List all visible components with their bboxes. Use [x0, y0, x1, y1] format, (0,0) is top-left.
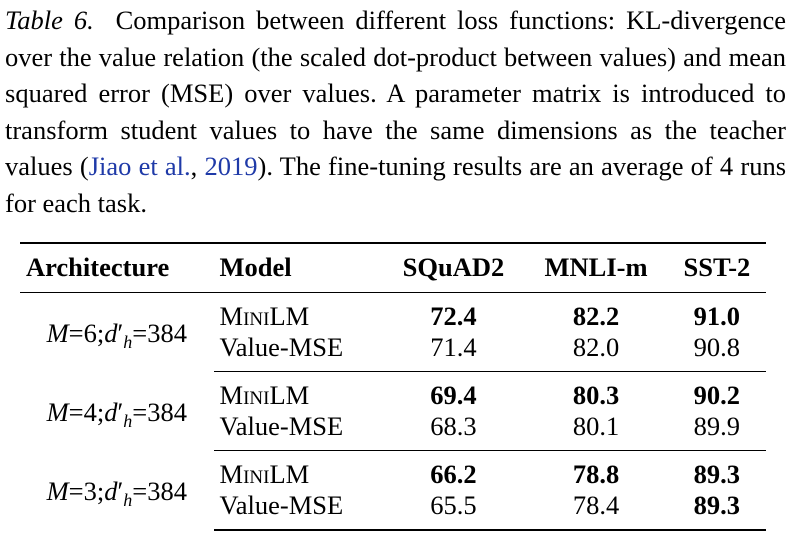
model-name: MiniLM	[219, 379, 310, 410]
architecture-cell: M=6;d′h=384	[20, 292, 214, 371]
score-sst: 89.3	[693, 458, 741, 489]
model-cell: MiniLM	[214, 450, 383, 490]
score-squad: 68.3	[382, 410, 525, 451]
score-mnli: 80.1	[524, 410, 668, 451]
score-squad: 72.4	[430, 300, 477, 331]
model-cell: Value-MSE	[213, 410, 383, 451]
model-name: MiniLM	[219, 458, 310, 489]
score-squad: 71.4	[382, 331, 525, 372]
arch-m-symbol: M	[46, 397, 69, 427]
score-sst: 90.8	[667, 331, 766, 372]
header-sst-2: SST-2	[667, 242, 766, 293]
arch-d-value: =384	[132, 318, 187, 349]
score-mnli: 78.8	[572, 458, 620, 489]
arch-d-symbol: d	[104, 476, 118, 507]
model-cell: MiniLM	[214, 292, 383, 332]
arch-m-symbol: M	[46, 318, 69, 349]
architecture-cell: M=3;d′h=384	[20, 450, 214, 530]
arch-d-symbol: d	[104, 318, 118, 349]
score-sst: 91.0	[693, 300, 741, 331]
score-squad: 66.2	[430, 458, 477, 489]
score-mnli: 82.0	[524, 331, 668, 372]
citation-separator: ,	[190, 151, 205, 182]
arch-d-subscript: h	[123, 490, 133, 511]
model-cell: MiniLM	[214, 371, 383, 411]
citation-author-link[interactable]: Jiao et al.	[88, 151, 191, 182]
arch-m-symbol: M	[46, 476, 69, 507]
arch-d-prime: ′	[117, 397, 124, 427]
score-sst: 90.2	[693, 379, 741, 410]
table-row: M=4;d′h=384 MiniLM 69.4 80.3 90.2	[20, 371, 766, 432]
model-cell: Value-MSE	[213, 489, 383, 531]
table-row: M=3;d′h=384 MiniLM 66.2 78.8 89.3	[20, 450, 766, 511]
header-model: Model	[213, 242, 383, 293]
score-mnli: 82.2	[572, 300, 620, 331]
caption-label: Table 6.	[5, 5, 94, 35]
caption-text-after-citation: ). The fine-tuning results are an averag…	[5, 151, 787, 218]
arch-d-prime: ′	[117, 318, 124, 349]
score-squad: 65.5	[382, 489, 525, 531]
model-name: MiniLM	[219, 300, 310, 331]
header-mnli-m: MNLI-m	[524, 242, 668, 293]
table-caption: Table 6. Comparison between different lo…	[5, 2, 786, 222]
table-header-row: Architecture Model SQuAD2 MNLI-m SST-2	[20, 242, 766, 293]
header-squad2: SQuAD2	[382, 242, 525, 293]
arch-d-prime: ′	[117, 476, 124, 507]
score-squad: 69.4	[430, 379, 477, 410]
table-row: Value-MSE 71.4 82.0 90.8	[20, 331, 766, 372]
arch-d-value: =384	[132, 476, 187, 507]
citation-year-link[interactable]: 2019	[204, 151, 258, 182]
arch-m-value: =3;	[68, 476, 105, 507]
arch-m-value: =6;	[68, 318, 105, 349]
architecture-cell: M=4;d′h=384	[20, 371, 214, 450]
arch-d-symbol: d	[104, 397, 118, 427]
model-cell: Value-MSE	[213, 331, 383, 372]
loss-comparison-table: Architecture Model SQuAD2 MNLI-m SST-2 M…	[20, 242, 766, 531]
caption-text-before-citation: Comparison between different loss functi…	[5, 5, 787, 182]
score-mnli: 78.4	[524, 489, 668, 531]
table-row: Value-MSE 65.5 78.4 89.3	[20, 489, 766, 531]
score-mnli: 80.3	[572, 379, 620, 410]
table-row: Value-MSE 68.3 80.1 89.9	[20, 410, 766, 451]
arch-m-value: =4;	[68, 397, 105, 427]
header-architecture: Architecture	[20, 242, 214, 293]
arch-d-value: =384	[132, 397, 187, 427]
table-row: M=6;d′h=384 MiniLM 72.4 82.2 91.0	[20, 292, 766, 353]
table-body: M=6;d′h=384 MiniLM 72.4 82.2 91.0 Value-MSE 71…	[20, 292, 766, 531]
arch-d-subscript: h	[123, 332, 133, 353]
score-sst: 89.9	[667, 410, 766, 451]
arch-d-subscript: h	[123, 411, 133, 431]
score-sst: 89.3	[667, 489, 766, 531]
